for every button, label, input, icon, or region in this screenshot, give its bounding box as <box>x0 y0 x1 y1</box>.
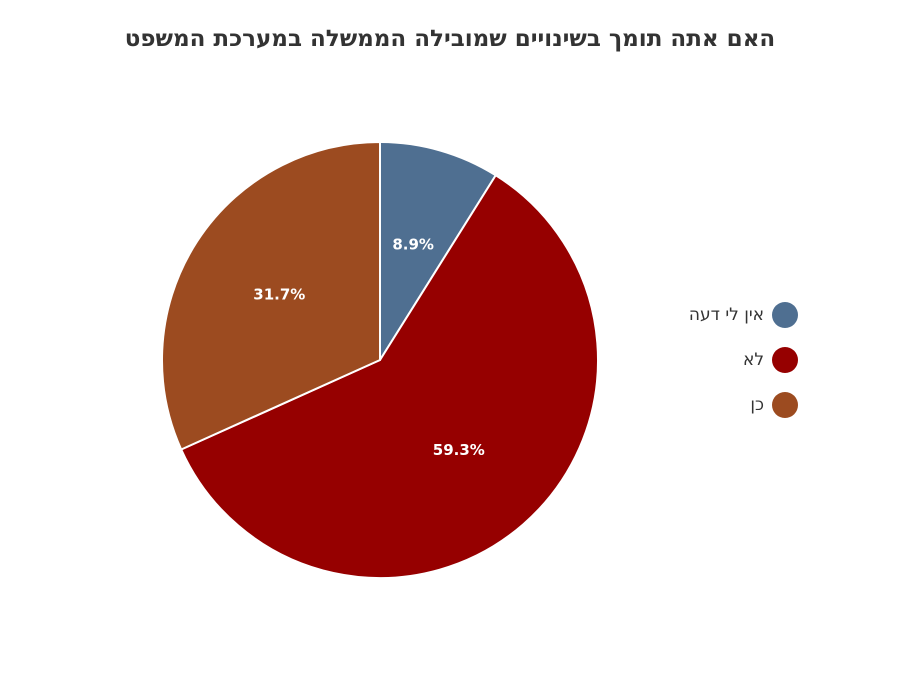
pie-labels: 8.9% 59.3% 31.7% <box>253 235 485 459</box>
legend-label-no-opinion: אין לי דעה <box>688 305 764 325</box>
pie-label-yes: 31.7% <box>253 285 305 303</box>
pie-slice-no[interactable] <box>179 173 599 579</box>
pie-slice-no-opinion[interactable] <box>379 140 498 364</box>
legend-swatch-no <box>772 347 798 373</box>
legend-label-yes: כן <box>750 395 764 415</box>
legend-item-yes[interactable]: כן <box>689 390 798 420</box>
legend-swatch-no-opinion <box>772 302 798 328</box>
pie-slice-yes[interactable] <box>161 140 381 451</box>
chart-title: האם אתה תומך בשינויים שמובילה הממשלה במע… <box>124 26 776 52</box>
legend: אין לי דעה לא כן <box>689 300 798 435</box>
legend-label-no: לא <box>742 350 764 370</box>
legend-item-no-opinion[interactable]: אין לי דעה <box>689 300 798 330</box>
pie-label-no: 59.3% <box>433 441 485 459</box>
pie-label-no-opinion: 8.9% <box>392 235 434 253</box>
legend-item-no[interactable]: לא <box>689 345 798 375</box>
pie-slices <box>161 140 599 579</box>
legend-swatch-yes <box>772 392 798 418</box>
